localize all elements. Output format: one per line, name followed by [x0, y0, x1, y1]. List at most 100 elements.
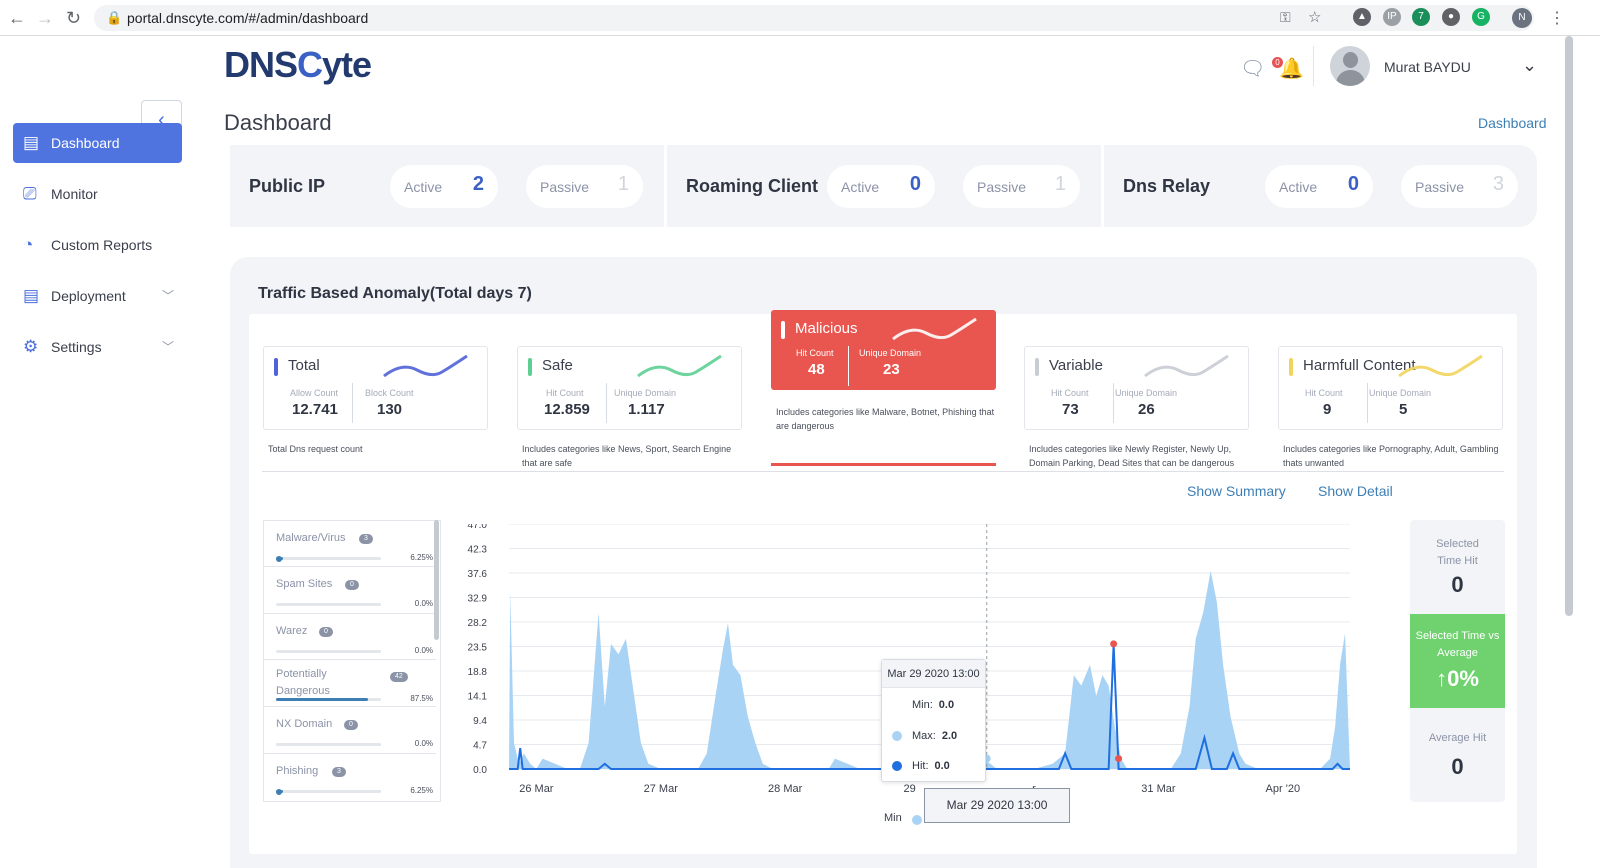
dnscyte-logo[interactable]: DNSCyte — [224, 44, 372, 86]
metric-value: 73 — [1062, 401, 1079, 418]
help-chat-icon[interactable]: 🗨 — [1240, 58, 1266, 80]
category-progress — [276, 650, 381, 653]
comparison-box: Selected Time vs Average ↑0% — [1410, 614, 1505, 708]
category-progress — [276, 789, 381, 795]
key-icon[interactable]: ⚿ — [1280, 9, 1291, 25]
reload-icon[interactable]: ↻ — [66, 8, 82, 28]
sidebar-item-deployment[interactable]: ▤ Deployment ﹀ — [13, 276, 182, 316]
category-item-malware[interactable]: Malware/Virus 3 6.25% — [264, 521, 436, 567]
metric-value: 48 — [808, 361, 825, 378]
forward-icon[interactable]: → — [36, 8, 54, 28]
category-item-warez[interactable]: Warez 0 0.0% — [264, 614, 436, 660]
x-tick-label: 26 Mar — [519, 783, 554, 795]
monitor-icon: ⎚ — [23, 184, 37, 203]
panel-title: Roaming Client — [686, 176, 819, 196]
logo-text: yte — [322, 44, 372, 85]
metric-label: Hit Count — [1305, 388, 1343, 398]
harmful-content-card[interactable]: Harmfull Content Hit Count 9 Unique Doma… — [1278, 346, 1503, 430]
card-color-bar — [781, 321, 785, 339]
category-percent: 0.0% — [414, 599, 433, 608]
safe-card[interactable]: Safe Hit Count 12.859 Unique Domain 1.11… — [517, 346, 742, 430]
url-text[interactable]: portal.dnscyte.com/#/admin/dashboard — [127, 10, 369, 26]
category-name: Malware/Virus — [276, 532, 346, 544]
passive-pill[interactable]: Passive 1 — [963, 165, 1080, 208]
category-percent: 87.5% — [410, 694, 433, 703]
y-tick-label: 32.9 — [468, 594, 488, 605]
trend-sparkline — [892, 317, 977, 341]
category-count-badge: 0 — [319, 627, 333, 637]
menu-kebab-icon[interactable]: ⋮ — [1549, 10, 1565, 27]
passive-pill[interactable]: Passive 3 — [1401, 165, 1518, 208]
pill-label: Active — [404, 179, 443, 195]
max-series-dot — [892, 731, 902, 741]
divider — [1113, 383, 1114, 423]
active-pill[interactable]: Active 0 — [827, 165, 935, 208]
ip-extension-icon[interactable]: IP — [1383, 8, 1401, 26]
circle-extension-icon[interactable]: ● — [1442, 8, 1460, 26]
g-extension-icon[interactable]: G — [1472, 8, 1490, 26]
card-description: Includes categories like News, Sport, Se… — [522, 444, 732, 468]
stat-value: ↑0% — [1410, 666, 1505, 692]
card-title: Malicious — [795, 320, 858, 337]
traffic-area-chart[interactable]: 47.0 42.3 37.6 32.9 28.2 23.5 18.8 14.1 9.4 4.7 0.… — [463, 524, 1383, 824]
bell-icon[interactable]: 🔔 — [1279, 58, 1304, 80]
metric-label: Hit Count — [1051, 388, 1089, 398]
sidebar-item-settings[interactable]: ⚙ Settings ﹀ — [13, 327, 182, 367]
category-percent: 0.0% — [414, 739, 433, 748]
category-progress — [276, 556, 381, 562]
active-pill[interactable]: Active 0 — [1265, 165, 1373, 208]
profile-avatar[interactable]: N — [1512, 8, 1532, 28]
y-tick-label: 23.5 — [468, 643, 488, 654]
y-tick-label: 0.0 — [473, 765, 487, 776]
roaming-client-panel: Roaming Client Active 0 Passive 1 — [667, 145, 1101, 227]
sidebar-item-monitor[interactable]: ⎚ Monitor — [13, 174, 182, 214]
hit-series-line — [509, 643, 1350, 770]
xaxis-tooltip: Mar 29 2020 13:00 — [924, 788, 1070, 823]
lock-icon: 🔒 — [106, 10, 123, 25]
breadcrumb[interactable]: Dashboard — [1478, 115, 1547, 131]
active-pill[interactable]: Active 2 — [390, 165, 498, 208]
metric-value: 1.117 — [628, 401, 665, 418]
variable-card[interactable]: Variable Hit Count 73 Unique Domain 26 — [1024, 346, 1249, 430]
malicious-card[interactable]: Malicious Hit Count 48 Unique Domain 23 — [771, 310, 996, 390]
y-tick-label: 9.4 — [473, 716, 487, 727]
category-scrollbar[interactable] — [434, 520, 439, 640]
card-description: Total Dns request count — [268, 444, 363, 454]
sidebar-item-dashboard[interactable]: ▤ Dashboard — [13, 123, 182, 163]
divider — [848, 346, 849, 386]
back-icon[interactable]: ← — [8, 8, 26, 28]
total-card[interactable]: Total Allow Count 12.741 Block Count 130 — [263, 346, 488, 430]
address-bar[interactable]: 🔒 portal.dnscyte.com/#/admin/dashboard ⚿… — [94, 5, 1534, 31]
extension-icon[interactable]: ▲ — [1353, 8, 1371, 26]
show-detail-link[interactable]: Show Detail — [1318, 483, 1393, 499]
star-icon[interactable]: ☆ — [1308, 9, 1322, 26]
metric-label: Hit Count — [796, 348, 834, 358]
category-percent: 0.0% — [414, 646, 433, 655]
y-tick-label: 18.8 — [468, 667, 488, 678]
y-tick-label: 28.2 — [468, 618, 488, 629]
x-tick-label: 29 — [903, 783, 915, 795]
chevron-down-icon[interactable]: ⌄ — [1522, 55, 1538, 75]
gear-icon: ⚙ — [23, 337, 39, 356]
metric-value: 130 — [377, 401, 403, 418]
category-name: Potentially Dangerous — [276, 668, 330, 697]
category-item-phishing[interactable]: Phishing 3 6.25% — [264, 754, 436, 801]
legend-min-label[interactable]: Min — [884, 812, 902, 824]
show-summary-link[interactable]: Show Summary — [1187, 483, 1286, 499]
category-name: Warez — [276, 625, 308, 637]
category-list[interactable]: Malware/Virus 3 6.25% Spam Sites 0 0.0% … — [263, 520, 441, 802]
page-scrollbar[interactable] — [1565, 36, 1573, 616]
avatar[interactable] — [1330, 46, 1370, 86]
grammar-extension-icon[interactable]: 7 — [1412, 8, 1430, 26]
category-item-nx-domain[interactable]: NX Domain 0 0.0% — [264, 707, 436, 754]
tooltip-value: 0.0 — [938, 699, 955, 711]
stat-value-text: 0% — [1447, 666, 1479, 691]
passive-pill[interactable]: Passive 1 — [526, 165, 643, 208]
user-name[interactable]: Murat BAYDU — [1384, 59, 1471, 75]
panel-title: Dns Relay — [1123, 176, 1211, 196]
sidebar-item-custom-reports[interactable]: ◔ Custom Reports — [13, 225, 182, 265]
category-item-spam[interactable]: Spam Sites 0 0.0% — [264, 567, 436, 614]
pill-label: Active — [841, 179, 880, 195]
category-item-potentially-dangerous[interactable]: Potentially Dangerous 42 87.5% — [264, 660, 436, 707]
metric-label: Allow Count — [290, 388, 339, 398]
